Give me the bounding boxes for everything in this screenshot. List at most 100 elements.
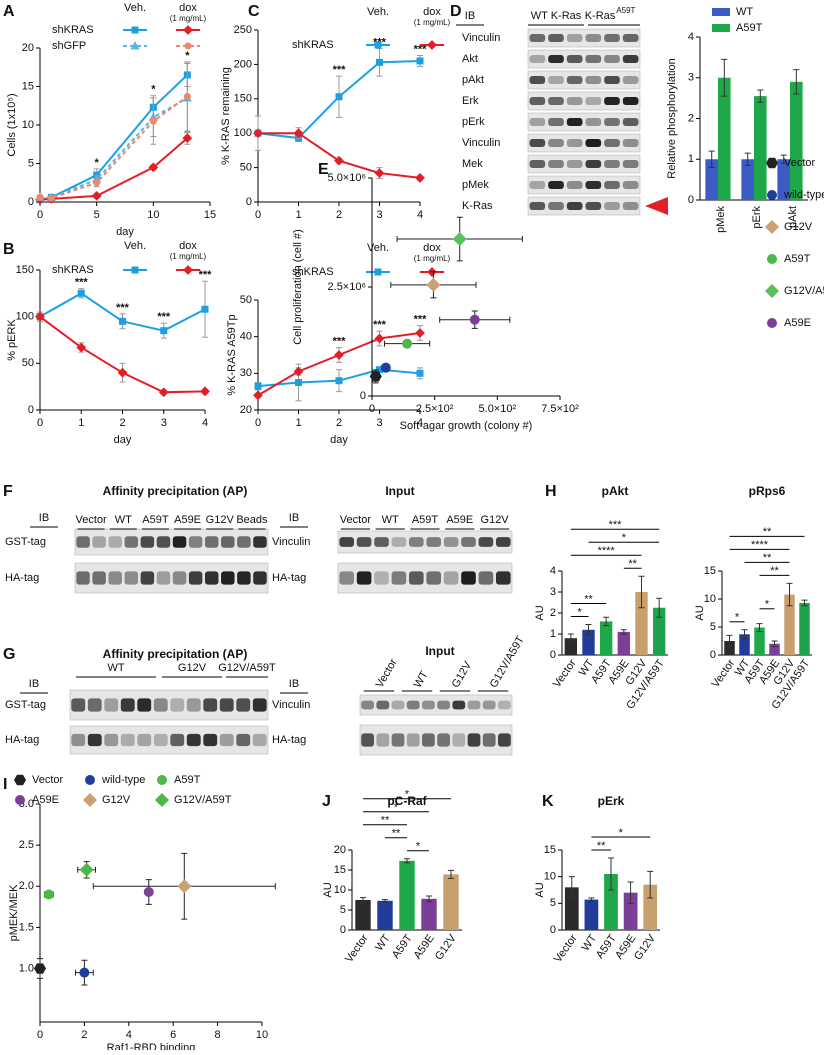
blot-band [172,536,187,548]
y-tick-label: 5 [340,904,346,916]
blot-band [426,571,442,585]
ib-label: IB [465,10,475,22]
x-tick-label: G12V [433,932,459,962]
blot-band [622,34,639,42]
y-tick-label: 1.5 [19,921,34,933]
legend-label: Vector [784,157,816,169]
group-label: K-Ras [585,10,616,22]
x-tick-label: 3 [376,417,382,429]
y-tick-label: 0 [688,194,694,206]
row-label: HA-tag [5,572,39,584]
point [149,117,157,125]
lane-label: WT [115,514,132,526]
y-tick-label: 30 [240,367,252,379]
bar [564,887,579,930]
ib-label: IB [39,512,49,524]
point [158,387,169,398]
lane-label: G12V [206,514,235,526]
blot-band [604,97,620,105]
blot-band [529,55,546,63]
error-bar [448,869,454,879]
blot-band [604,202,620,210]
blot-band [529,202,546,210]
blot-band [604,34,620,42]
y-tick-label: 1.0 [19,962,34,974]
bar [599,621,613,655]
x-tick-label: A59T [390,932,415,961]
significance: *** [373,319,387,331]
lane-label: A59T [412,514,439,526]
error-bar [567,633,574,643]
bar [790,81,803,200]
blot-band [585,34,602,42]
x-tick-label: 5 [94,209,100,221]
blot-band [482,733,496,747]
blot-band [478,571,494,585]
blot-band [137,733,152,747]
legend-header: dox [179,240,197,252]
lane-label: Vector [374,657,400,690]
error-bar [741,629,748,640]
legend-swatch [712,8,730,16]
blot-band [495,571,511,585]
y-tick-label: 20 [334,844,346,856]
blot-strip [527,133,641,153]
group-label: WT [107,662,124,674]
bar [643,884,658,930]
point [177,879,192,894]
blot-band [140,571,155,585]
significance: * [95,157,100,169]
blot-band [92,571,106,585]
ib-label: IB [29,678,39,690]
blot-band [120,733,135,747]
x-tick-label: A59E [412,933,437,962]
bar [769,643,780,655]
legend-label: shKRAS [292,266,334,278]
error-bar [360,897,366,903]
y-axis-label: Cell proliferation (cell #) [292,229,304,345]
lane-label: G12V [450,659,475,690]
blot-strip [69,689,269,721]
point [335,93,343,101]
x-axis-label: day [116,226,134,238]
blot-band [604,160,620,168]
point [47,194,55,202]
point [254,382,262,390]
legend-header: dox [423,6,441,18]
legend-label: shKRAS [52,264,94,276]
legend-marker [83,793,97,807]
blot-strip [527,196,641,216]
blot-band [529,181,546,189]
error-bar [756,623,763,632]
x-tick-label: 10 [256,1029,268,1041]
blot-band [170,733,185,747]
x-tick-label: 10 [147,209,159,221]
bar [754,627,765,655]
blot-band [236,698,251,712]
blot-band [92,536,106,548]
legend-label: Vector [32,774,64,786]
y-tick-label: 5 [550,897,556,909]
y-axis-label: AU [534,605,546,620]
y-tick-label: 10 [334,884,346,896]
significance: * [151,84,156,96]
legend-label: A59T [174,774,201,786]
blot-band [408,571,424,585]
x-tick-label: 4 [126,1029,132,1041]
y-tick-label: 0 [360,390,366,402]
blot-band [467,733,481,747]
blot-band [422,700,435,710]
panel-letter: G [3,646,15,663]
legend-note: (1 mg/mL) [414,18,451,27]
bar [399,860,415,930]
blot-band [376,733,390,747]
y-tick-label: 3 [688,72,694,84]
blot-band [104,733,119,747]
bar [443,874,459,930]
blot-band [120,698,135,712]
error-bar [656,597,663,618]
row-label: Akt [462,53,478,65]
blot-title: Affinity precipitation (AP) [103,647,248,661]
lane-label: Vector [340,514,372,526]
